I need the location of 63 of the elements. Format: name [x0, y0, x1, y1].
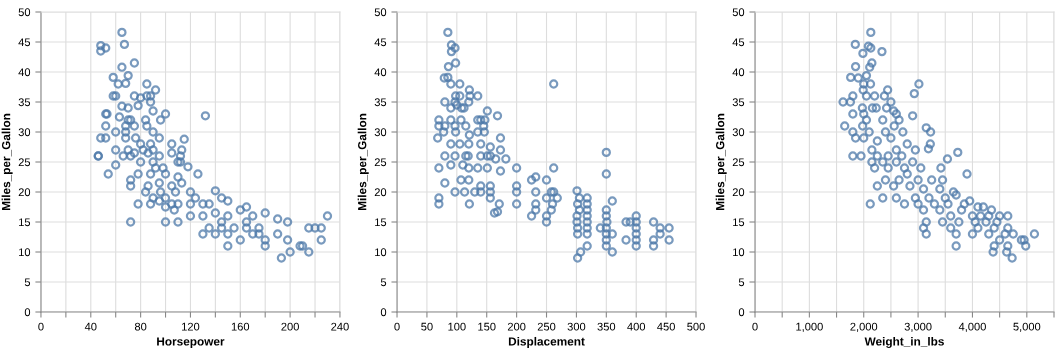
- y-tick-label: 45: [18, 38, 31, 47]
- y-axis-title: Miles_per_Gallon: [1, 113, 13, 211]
- y-tick-label: 50: [18, 8, 31, 17]
- y-tick-label: 40: [732, 68, 745, 77]
- y-tick-label: 45: [732, 38, 745, 47]
- x-tick-label: 350: [597, 322, 616, 331]
- y-tick-label: 45: [374, 38, 387, 47]
- y-tick-label: 35: [732, 98, 745, 107]
- x-tick-label: 250: [537, 322, 556, 331]
- y-tick-label: 10: [19, 248, 31, 257]
- y-tick-label: 25: [374, 158, 387, 167]
- y-tick-label: 50: [732, 8, 745, 17]
- x-axis-title: Horsepower: [157, 337, 225, 348]
- y-tick-label: 15: [19, 218, 31, 227]
- x-tick-label: 200: [507, 322, 526, 331]
- y-tick-label: 15: [375, 218, 387, 227]
- y-tick-label: 15: [733, 218, 745, 227]
- x-tick-label: 4,000: [958, 322, 986, 332]
- x-tick-label: 240: [331, 322, 349, 331]
- x-tick-label: 5,000: [1013, 322, 1041, 332]
- x-tick-label: 1,000: [796, 322, 823, 332]
- x-tick-label: 40: [84, 322, 97, 331]
- y-axis-title: Miles_per_Gallon: [715, 113, 727, 211]
- y-tick-label: 5: [738, 278, 745, 287]
- x-axis-title: Displacement: [508, 336, 585, 348]
- x-tick-label: 50: [421, 322, 433, 331]
- x-tick-label: 300: [567, 322, 586, 331]
- y-tick-label: 0: [380, 308, 387, 317]
- x-tick-label: 0: [38, 322, 44, 331]
- y-tick-label: 0: [738, 308, 745, 317]
- x-tick-label: 120: [182, 322, 200, 331]
- y-tick-label: 35: [374, 98, 387, 107]
- y-tick-label: 40: [18, 68, 31, 77]
- y-tick-label: 50: [374, 8, 387, 17]
- x-tick-label: 0: [394, 322, 400, 331]
- y-tick-label: 40: [374, 68, 387, 77]
- y-tick-label: 5: [24, 278, 31, 287]
- x-tick-label: 500: [687, 322, 705, 331]
- x-tick-label: 0: [752, 322, 758, 331]
- y-tick-label: 30: [18, 128, 31, 137]
- x-tick-label: 3,000: [904, 322, 932, 332]
- y-tick-label: 10: [375, 248, 387, 257]
- y-tick-label: 10: [733, 248, 745, 257]
- y-tick-label: 35: [18, 98, 31, 107]
- y-axis-title: Miles_per_Gallon: [357, 113, 369, 211]
- y-tick-label: 20: [18, 188, 31, 197]
- y-tick-label: 30: [374, 128, 387, 137]
- x-tick-label: 160: [231, 322, 250, 331]
- y-tick-label: 20: [732, 188, 745, 197]
- x-tick-label: 450: [657, 322, 675, 331]
- y-tick-label: 0: [24, 308, 31, 317]
- y-tick-label: 25: [732, 158, 745, 167]
- x-tick-label: 150: [478, 322, 496, 331]
- x-tick-label: 200: [281, 322, 299, 331]
- x-tick-label: 100: [448, 322, 466, 331]
- y-tick-label: 5: [380, 278, 387, 287]
- y-tick-label: 30: [732, 128, 745, 137]
- x-tick-label: 400: [627, 322, 646, 331]
- x-tick-label: 2,000: [850, 322, 878, 332]
- x-tick-label: 80: [134, 322, 147, 331]
- y-tick-label: 25: [18, 158, 31, 167]
- x-axis-title: Weight_in_lbs: [864, 336, 944, 348]
- y-tick-label: 20: [374, 188, 387, 197]
